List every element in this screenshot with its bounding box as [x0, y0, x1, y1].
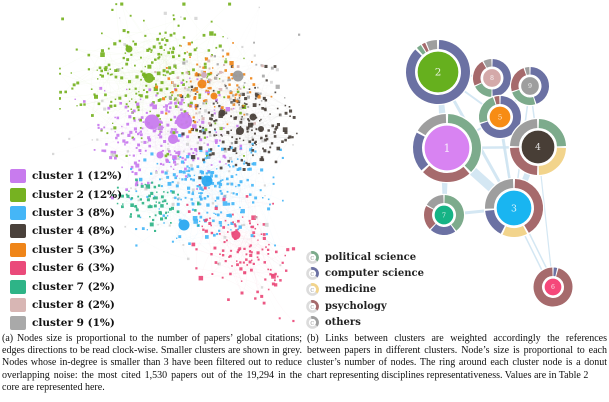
scatter-hub-nodes — [125, 45, 264, 240]
legend-label: cluster 8 (2%) — [32, 298, 115, 311]
cluster-node-label: 3 — [511, 203, 517, 214]
svg-text:c: c — [310, 270, 314, 278]
cluster-node-5: 5 — [477, 94, 523, 140]
discipline-legend-label: medicine — [325, 284, 377, 296]
svg-text:c: c — [310, 303, 314, 311]
cluster-legend-item: cluster 4 (8%) — [10, 222, 115, 240]
discipline-legend-item: c others — [305, 314, 430, 330]
cluster-legend-item: cluster 5 (3%) — [10, 241, 115, 259]
donut-chart-icon: c — [305, 282, 320, 297]
cluster-legend-item: cluster 1 (12%) — [10, 167, 122, 185]
cluster-node-label: 1 — [443, 142, 450, 155]
discipline-legend-label: psychology — [325, 300, 387, 312]
cluster-node-label: 2 — [435, 67, 442, 79]
legend-label: cluster 1 (12%) — [32, 170, 123, 183]
cluster-legend-item: cluster 9 (1%) — [10, 314, 115, 332]
cluster-node-label: 4 — [535, 143, 541, 153]
cluster-legend-item: cluster 3 (8%) — [10, 204, 115, 222]
discipline-legend-label: computer science — [325, 267, 424, 279]
legend-swatch — [10, 261, 26, 276]
cluster-node-4: 4 — [508, 117, 568, 177]
scatter-points — [52, 2, 301, 323]
svg-text:c: c — [310, 286, 314, 294]
donut-chart-icon: c — [305, 315, 320, 330]
legend-swatch — [10, 169, 26, 184]
legend-label: cluster 2 (12%) — [32, 188, 123, 201]
legend-label: cluster 9 (1%) — [32, 317, 115, 330]
cluster-node-label: 8 — [490, 75, 494, 82]
legend-label: cluster 6 (3%) — [32, 262, 115, 275]
discipline-legend-label: others — [325, 316, 361, 328]
caption-panel-b: (b) Links between clusters are weighted … — [307, 333, 607, 381]
cluster-legend-item: cluster 6 (3%) — [10, 259, 115, 277]
discipline-legend-label: political science — [325, 251, 417, 263]
cluster-legend-item: cluster 2 (12%) — [10, 185, 122, 203]
legend-swatch — [10, 316, 26, 331]
cluster-donut-network: 2 8 9 5 1 4 7 3 6 — [404, 38, 574, 308]
legend-swatch — [10, 205, 26, 220]
legend-swatch — [10, 297, 26, 312]
cluster-node-label: 7 — [442, 211, 446, 219]
cluster-node-label: 5 — [498, 113, 502, 121]
legend-swatch — [10, 279, 26, 294]
legend-swatch — [10, 242, 26, 257]
caption-panel-a: (a) Nodes size is proportional to the nu… — [2, 333, 302, 393]
discipline-legend-item: c psychology — [305, 298, 430, 314]
cluster-legend: cluster 1 (12%) cluster 2 (12%) cluster 3 … — [10, 167, 122, 333]
donut-chart-icon: c — [305, 266, 320, 281]
cluster-legend-item: cluster 7 (2%) — [10, 277, 115, 295]
cluster-node-7: 7 — [422, 193, 466, 237]
cluster-node-3: 3 — [483, 177, 545, 239]
discipline-legend-item: c political science — [305, 249, 430, 265]
legend-label: cluster 5 (3%) — [32, 243, 115, 256]
discipline-legend: c political science c computer science c medi… — [305, 249, 430, 330]
cluster-node-6: 6 — [532, 266, 574, 308]
legend-label: cluster 3 (8%) — [32, 206, 115, 219]
svg-text:c: c — [310, 254, 314, 262]
cluster-node-8: 8 — [471, 57, 513, 99]
discipline-legend-item: c computer science — [305, 265, 430, 281]
legend-swatch — [10, 187, 26, 202]
cluster-node-2: 2 — [404, 38, 472, 106]
legend-swatch — [10, 224, 26, 239]
cluster-node-label: 9 — [528, 83, 532, 90]
legend-label: cluster 4 (8%) — [32, 225, 115, 238]
cluster-node-9: 9 — [509, 65, 551, 107]
legend-label: cluster 7 (2%) — [32, 280, 115, 293]
donut-chart-icon: c — [305, 299, 320, 314]
cluster-node-label: 6 — [551, 284, 555, 291]
donut-chart-icon: c — [305, 250, 320, 265]
cluster-legend-item: cluster 8 (2%) — [10, 296, 115, 314]
cluster-node-1: 1 — [411, 112, 483, 184]
discipline-legend-item: c medicine — [305, 282, 430, 298]
svg-text:c: c — [310, 319, 314, 327]
